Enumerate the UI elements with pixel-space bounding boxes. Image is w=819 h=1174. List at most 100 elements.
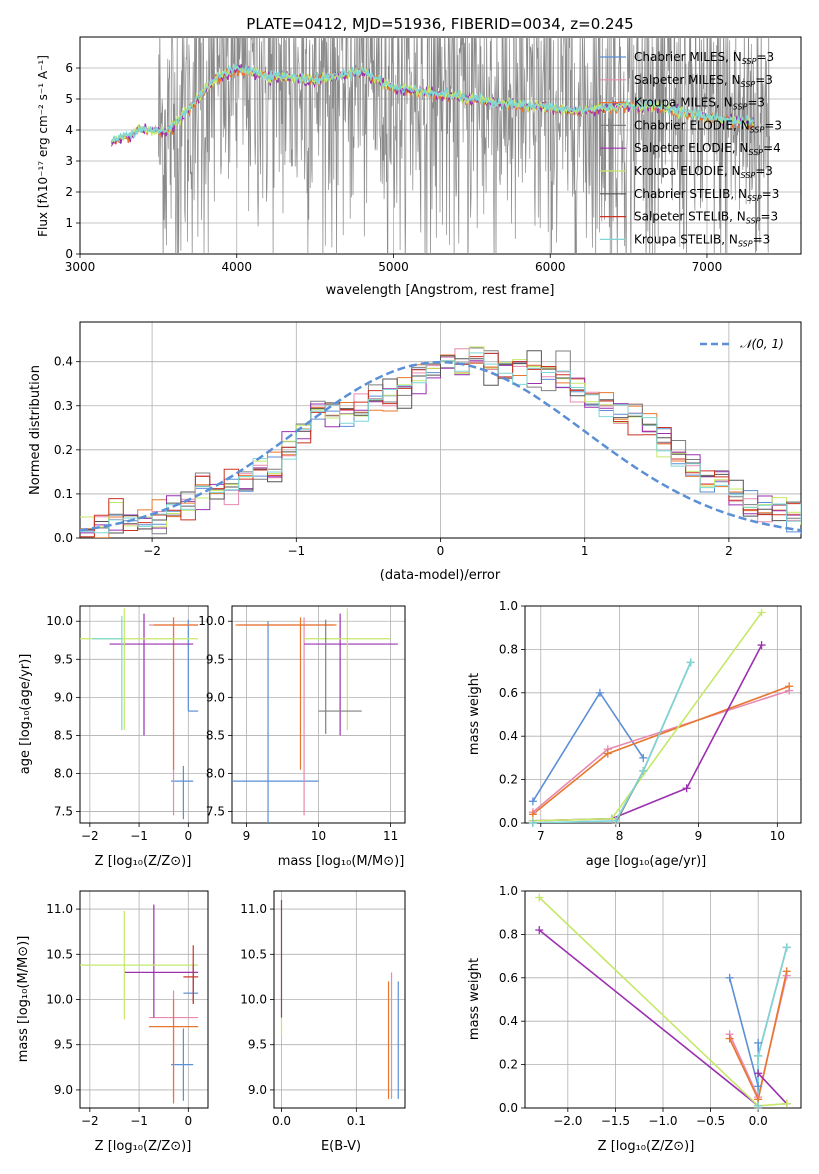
residual-histogram: [80, 360, 801, 534]
y-tick-label: 8.5: [54, 728, 73, 742]
x-tick-label: −2: [81, 1114, 99, 1128]
y-tick-label: 8.0: [54, 767, 73, 781]
legend-label: Salpeter ELODIE, NSSP=4: [634, 141, 781, 157]
y-tick-label: 0.3: [54, 399, 73, 413]
y-tick-label: 9.5: [54, 1038, 73, 1052]
y-tick-label: 0.2: [499, 1058, 518, 1072]
axes-frame: [524, 890, 802, 1109]
x-tick-label: 5000: [378, 260, 409, 274]
plot-area: [110, 37, 771, 254]
legend-label: Chabrier MILES, NSSP=3: [634, 50, 774, 66]
legend-label: Chabrier ELODIE, NSSP=3: [634, 118, 782, 134]
x-tick-label: 0: [437, 544, 445, 558]
p6-ylabel: mass [log₁₀(M/M⊙)]: [16, 936, 31, 1063]
y-tick-label: 0.4: [499, 1014, 518, 1028]
x-tick-label: 3000: [65, 260, 96, 274]
x-tick-label: 7: [537, 829, 545, 843]
y-tick-label: 9.0: [206, 690, 225, 704]
y-tick-label: 10.5: [46, 947, 73, 961]
x-tick-label: −1.5: [601, 1114, 630, 1128]
y-tick-label: 11.0: [46, 902, 73, 916]
plot-area: [80, 608, 199, 820]
x-tick-label: 2: [725, 544, 733, 558]
histogram-ylabel: Normed distribution: [28, 365, 43, 495]
y-tick-label: 2: [65, 185, 73, 199]
y-tick-label: 0.6: [499, 971, 518, 985]
normal-curve: [80, 360, 801, 532]
x-tick-label: 9: [695, 829, 703, 843]
weight-series-line: [532, 644, 763, 822]
y-tick-label: 10.5: [240, 947, 267, 961]
y-tick-label: 3: [65, 154, 73, 168]
histogram-xlabel: (data-model)/error: [380, 568, 501, 583]
y-tick-label: 6: [65, 61, 73, 75]
plot-area: [80, 346, 801, 538]
y-tick-label: 9.5: [54, 652, 73, 666]
y-tick-label: 0.4: [499, 729, 518, 743]
y-tick-label: 0.2: [499, 773, 518, 787]
x-tick-label: 4000: [221, 260, 252, 274]
x-tick-label: 9: [243, 829, 251, 843]
plot-area: [280, 900, 399, 1099]
spectrum-xlabel: wavelength [Angstrom, rest frame]: [326, 283, 555, 298]
axes-frame: [524, 605, 802, 824]
x-tick-label: 10: [311, 829, 326, 843]
x-tick-label: 6000: [535, 260, 566, 274]
age-vs-mass-panel: 9 10 11 7.5 8.0 8.5 9.0 9.5 10.0: [198, 605, 406, 843]
x-tick-label: −1.0: [648, 1114, 677, 1128]
y-tick-label: 7.5: [206, 805, 225, 819]
y-tick-label: 1.0: [499, 599, 518, 613]
x-tick-label: −1: [287, 544, 305, 558]
y-tick-label: 0.0: [54, 531, 73, 545]
plot-area: [532, 612, 790, 823]
legend-label: Chabrier STELIB, NSSP=3: [634, 187, 779, 203]
p5-xlabel: age [log₁₀(age/yr)]: [586, 854, 707, 869]
x-tick-label: 0.0: [749, 1114, 768, 1128]
p7-xlabel: E(B-V): [321, 1139, 361, 1154]
mass-weight-vs-metallicity-panel: −2.0 −1.5 −1.0 −0.5 0.0 0.0 0.2 0.4 0.6 0.8 1.0: [499, 884, 802, 1128]
y-tick-label: 0.0: [499, 1101, 518, 1115]
spectrum-panel: 3000 4000 5000 6000 7000 0 1 2 3 4 5 6: [65, 36, 802, 274]
x-tick-label: 0: [184, 1114, 192, 1128]
x-tick-label: −2: [81, 829, 99, 843]
y-tick-label: 0.2: [54, 443, 73, 457]
y-tick-label: 9.0: [248, 1083, 267, 1097]
x-tick-label: 10: [770, 829, 785, 843]
y-tick-label: 11.0: [240, 902, 267, 916]
p5-ylabel: mass weight: [467, 673, 482, 755]
mass-vs-metallicity-panel: −2 −1 0 9.0 9.5 10.0 10.5 11.0: [46, 890, 209, 1128]
y-tick-label: 0.1: [54, 487, 73, 501]
axes-frame: [273, 890, 406, 1109]
figure-title: PLATE=0412, MJD=51936, FIBERID=0034, z=0…: [246, 15, 633, 33]
observed-spectrum: [158, 37, 771, 254]
x-tick-label: 0.1: [347, 1114, 366, 1128]
axes-frame: [79, 890, 209, 1109]
y-tick-label: 5: [65, 92, 73, 106]
p8-xlabel: Z [log₁₀(Z/Z⊙)]: [598, 1139, 695, 1154]
y-tick-label: 7.5: [54, 805, 73, 819]
plot-area: [232, 608, 398, 823]
axes-frame: [79, 605, 209, 824]
x-tick-label: −2.0: [553, 1114, 582, 1128]
p8-ylabel: mass weight: [467, 958, 482, 1040]
y-tick-label: 9.5: [206, 652, 225, 666]
y-tick-label: 1: [65, 216, 73, 230]
p6-xlabel: Z [log₁₀(Z/Z⊙)]: [95, 1139, 192, 1154]
y-tick-label: 1.0: [499, 884, 518, 898]
p3-ylabel: age [log₁₀(age/yr)]: [18, 654, 33, 775]
y-tick-label: 9.0: [54, 690, 73, 704]
plot-area: [80, 904, 199, 1104]
y-tick-label: 0.0: [499, 816, 518, 830]
legend-label: Kroupa ELODIE, NSSP=3: [634, 164, 773, 180]
y-tick-label: 4: [65, 123, 73, 137]
y-tick-label: 9.5: [248, 1038, 267, 1052]
y-tick-label: 0.8: [499, 642, 518, 656]
x-tick-label: 1: [581, 544, 589, 558]
p3-xlabel: Z [log₁₀(Z/Z⊙)]: [95, 854, 192, 869]
y-tick-label: 0.4: [54, 355, 73, 369]
x-tick-label: 7000: [692, 260, 723, 274]
x-tick-label: −1: [130, 829, 148, 843]
legend-label: Salpeter STELIB, NSSP=3: [634, 210, 778, 226]
